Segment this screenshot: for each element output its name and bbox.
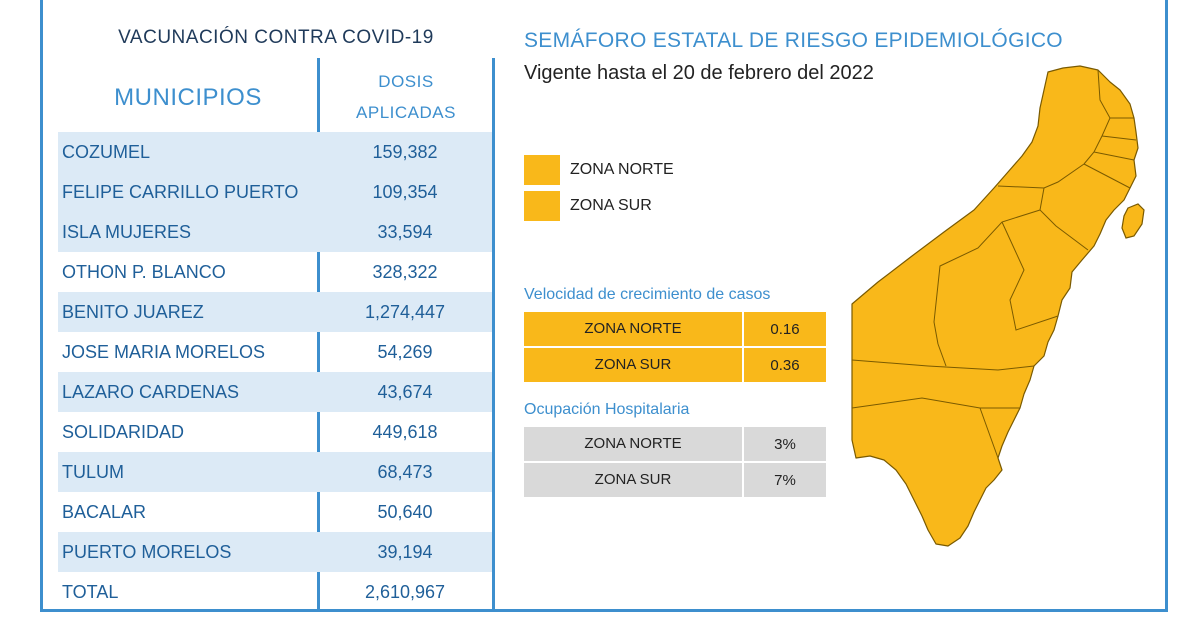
semaforo-title: SEMÁFORO ESTATAL DE RIESGO EPIDEMIOLÓGIC… <box>524 29 1063 52</box>
legend-item-sur: ZONA SUR <box>524 188 674 224</box>
vaccination-table: COZUMEL 159,382 FELIPE CARRILLO PUERTO 1… <box>58 132 492 612</box>
municipio-name: PUERTO MORELOS <box>62 541 232 562</box>
municipal-borders <box>851 69 1137 459</box>
total-row: TOTAL 2,610,967 <box>58 572 492 612</box>
dosis-value: 109,354 <box>372 181 438 202</box>
quintana-roo-map <box>851 65 1145 547</box>
table-row: ZONA SUR 0.36 <box>524 348 826 382</box>
municipio-name: BACALAR <box>62 501 147 522</box>
dosis-header-line2: APLICADAS <box>356 103 456 122</box>
ocupacion-table: ZONA NORTE 3% ZONA SUR 7% <box>524 427 826 497</box>
table-row: ZONA NORTE 0.16 <box>524 312 826 346</box>
municipio-name: BENITO JUAREZ <box>62 301 204 322</box>
dosis-value: 33,594 <box>377 221 433 242</box>
column-divider <box>317 58 320 612</box>
table-row: PUERTO MORELOS 39,194 <box>58 532 492 572</box>
zone-name: ZONA NORTE <box>524 312 744 346</box>
validity-subtitle: Vigente hasta el 20 de febrero del 2022 <box>524 62 874 84</box>
dosis-value: 1,274,447 <box>364 301 446 322</box>
infographic-frame <box>40 0 1168 612</box>
table-row: SOLIDARIDAD 449,618 <box>58 412 492 452</box>
legend-swatch <box>524 191 560 221</box>
dosis-value: 68,473 <box>377 461 433 482</box>
zone-value: 0.36 <box>770 356 800 374</box>
total-label: TOTAL <box>62 581 119 602</box>
zone-name: ZONA SUR <box>524 463 744 497</box>
velocidad-title: Velocidad de crecimiento de casos <box>524 286 771 303</box>
dosis-value: 54,269 <box>377 341 433 362</box>
municipio-name: LAZARO CARDENAS <box>62 381 240 402</box>
vaccination-title: VACUNACIÓN CONTRA COVID-19 <box>118 27 434 48</box>
cozumel-island <box>1121 203 1145 239</box>
zone-name: ZONA NORTE <box>524 427 744 461</box>
municipio-name: JOSE MARIA MORELOS <box>62 341 266 362</box>
dosis-value: 43,674 <box>377 381 433 402</box>
table-row: ZONA SUR 7% <box>524 463 826 497</box>
table-row: OTHON P. BLANCO 328,322 <box>58 252 492 292</box>
section-divider <box>492 58 495 612</box>
municipios-header: MUNICIPIOS <box>114 84 262 111</box>
legend-label: ZONA NORTE <box>570 161 674 178</box>
municipio-name: OTHON P. BLANCO <box>62 261 226 282</box>
zone-legend: ZONA NORTE ZONA SUR <box>524 152 674 224</box>
municipio-name: COZUMEL <box>62 141 151 162</box>
dosis-value: 159,382 <box>372 141 438 162</box>
municipio-name: FELIPE CARRILLO PUERTO <box>62 181 299 202</box>
legend-item-norte: ZONA NORTE <box>524 152 674 188</box>
ocupacion-title: Ocupación Hospitalaria <box>524 401 690 418</box>
legend-swatch <box>524 155 560 185</box>
table-row: JOSE MARIA MORELOS 54,269 <box>58 332 492 372</box>
zone-name: ZONA SUR <box>524 348 744 382</box>
zone-value: 7% <box>774 471 796 489</box>
dosis-value: 39,194 <box>377 541 433 562</box>
municipio-name: ISLA MUJERES <box>62 221 192 242</box>
table-row: TULUM 68,473 <box>58 452 492 492</box>
municipio-name: SOLIDARIDAD <box>62 421 185 442</box>
dosis-header-line1: DOSIS <box>378 72 434 91</box>
state-outline <box>851 65 1139 547</box>
dosis-value: 50,640 <box>377 501 433 522</box>
dosis-header: DOSIS APLICADAS <box>320 66 492 128</box>
zone-value: 3% <box>774 435 796 453</box>
table-row: BACALAR 50,640 <box>58 492 492 532</box>
table-row: FELIPE CARRILLO PUERTO 109,354 <box>58 172 492 212</box>
table-row: COZUMEL 159,382 <box>58 132 492 172</box>
municipio-name: TULUM <box>62 461 124 482</box>
total-value: 2,610,967 <box>364 581 446 602</box>
dosis-value: 328,322 <box>372 261 438 282</box>
legend-label: ZONA SUR <box>570 197 652 214</box>
table-row: LAZARO CARDENAS 43,674 <box>58 372 492 412</box>
table-row: BENITO JUAREZ 1,274,447 <box>58 292 492 332</box>
velocidad-table: ZONA NORTE 0.16 ZONA SUR 0.36 <box>524 312 826 382</box>
dosis-value: 449,618 <box>372 421 438 442</box>
table-row: ISLA MUJERES 33,594 <box>58 212 492 252</box>
table-row: ZONA NORTE 3% <box>524 427 826 461</box>
zone-value: 0.16 <box>770 320 800 338</box>
